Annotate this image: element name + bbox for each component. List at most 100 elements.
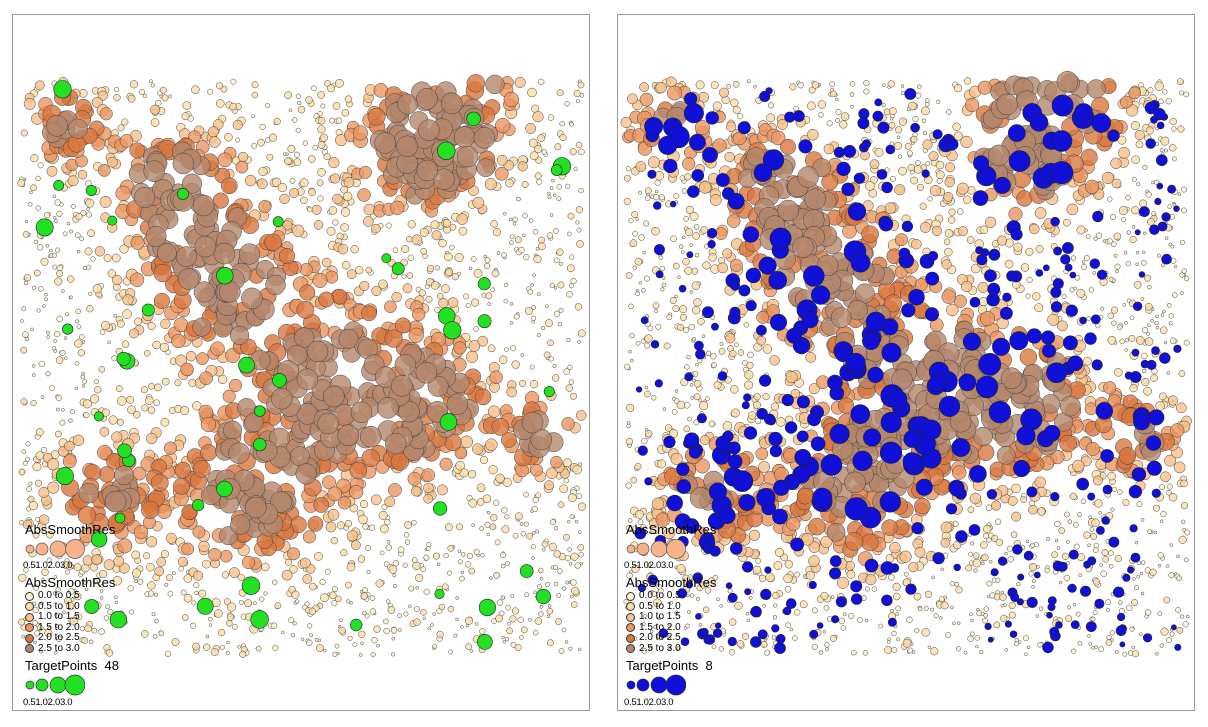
residual-bubble <box>314 552 323 561</box>
target-point <box>853 172 865 184</box>
residual-bubble <box>681 235 686 240</box>
residual-bubble <box>1129 236 1137 244</box>
residual-bubble <box>209 136 221 148</box>
residual-bubble <box>103 254 112 262</box>
residual-bubble <box>654 170 665 181</box>
target-point <box>391 262 405 276</box>
residual-bubble <box>975 644 979 649</box>
residual-bubble <box>719 341 724 346</box>
residual-bubble <box>1093 236 1098 241</box>
residual-bubble <box>1129 384 1138 393</box>
residual-bubble <box>119 244 129 254</box>
residual-bubble <box>357 188 371 202</box>
residual-bubble <box>1140 591 1145 596</box>
residual-bubble <box>165 574 173 582</box>
residual-bubble <box>272 644 279 651</box>
target-point <box>253 437 267 452</box>
residual-bubble <box>561 627 567 633</box>
target-point <box>1040 330 1055 345</box>
target-point <box>1174 643 1182 651</box>
residual-bubble <box>1118 607 1126 615</box>
residual-bubble <box>459 575 465 582</box>
residual-bubble <box>1108 550 1114 556</box>
residual-bubble <box>335 78 344 88</box>
residual-bubble <box>956 621 961 625</box>
residual-bubble <box>843 612 847 617</box>
residual-bubble <box>495 473 505 483</box>
residual-bubble <box>335 117 343 124</box>
residual-bubble <box>307 206 313 213</box>
residual-bubble <box>1057 320 1068 332</box>
residual-bubble <box>441 583 449 591</box>
residual-bubble <box>350 245 359 254</box>
residual-bubble <box>116 418 124 426</box>
residual-bubble <box>726 84 731 89</box>
residual-bubble <box>780 138 796 155</box>
residual-bubble <box>694 252 700 258</box>
residual-bubble <box>360 641 364 646</box>
residual-bubble <box>139 89 146 95</box>
residual-bubble <box>683 425 691 433</box>
target-point <box>1155 154 1168 166</box>
residual-bubble <box>532 496 539 503</box>
residual-bubble <box>117 124 125 132</box>
residual-bubble <box>107 340 111 345</box>
target-point <box>1092 210 1104 223</box>
residual-bubble <box>466 552 474 560</box>
residual-bubble <box>1034 303 1044 313</box>
residual-bubble <box>90 394 100 404</box>
residual-bubble <box>517 161 528 172</box>
residual-bubble <box>363 216 374 227</box>
residual-bubble <box>519 379 527 387</box>
target-point <box>1148 409 1165 426</box>
target-point <box>753 163 773 182</box>
residual-bubble <box>679 305 688 314</box>
residual-bubble <box>692 232 700 240</box>
residual-bubble <box>549 186 554 190</box>
residual-bubble <box>514 512 523 521</box>
residual-bubble <box>487 405 501 418</box>
residual-bubble <box>570 278 577 285</box>
residual-bubble <box>546 467 558 479</box>
residual-bubble <box>565 580 570 585</box>
residual-bubble <box>344 519 353 528</box>
residual-bubble <box>441 284 450 293</box>
residual-bubble <box>25 456 31 462</box>
residual-bubble <box>1154 320 1159 326</box>
target-point <box>636 386 643 393</box>
target-point <box>466 111 481 127</box>
residual-bubble <box>546 607 554 615</box>
residual-bubble <box>317 195 324 202</box>
target-point <box>976 254 988 266</box>
residual-bubble <box>453 633 458 638</box>
residual-bubble <box>425 546 431 551</box>
residual-bubble <box>534 144 543 154</box>
residual-bubble <box>704 396 710 402</box>
residual-bubble <box>1094 645 1098 649</box>
residual-bubble <box>996 235 1008 246</box>
residual-bubble <box>470 256 477 262</box>
residual-bubble <box>68 418 73 423</box>
residual-bubble <box>210 648 219 656</box>
residual-bubble <box>332 193 343 205</box>
residual-bubble <box>537 292 541 296</box>
residual-bubble <box>1016 581 1021 587</box>
residual-bubble <box>357 555 366 563</box>
residual-bubble <box>630 358 634 363</box>
residual-bubble <box>358 165 372 179</box>
residual-bubble <box>501 507 508 514</box>
residual-bubble <box>762 393 770 401</box>
target-point <box>90 531 108 548</box>
residual-bubble <box>127 585 134 592</box>
residual-bubble <box>644 195 651 201</box>
residual-bubble <box>358 514 368 525</box>
residual-bubble <box>1072 602 1077 607</box>
target-point <box>663 158 678 174</box>
residual-bubble <box>531 320 535 324</box>
residual-bubble <box>111 253 121 263</box>
residual-bubble <box>28 625 33 629</box>
residual-bubble <box>447 544 455 552</box>
residual-bubble <box>99 596 104 600</box>
residual-bubble <box>724 151 735 163</box>
residual-bubble <box>838 617 846 625</box>
